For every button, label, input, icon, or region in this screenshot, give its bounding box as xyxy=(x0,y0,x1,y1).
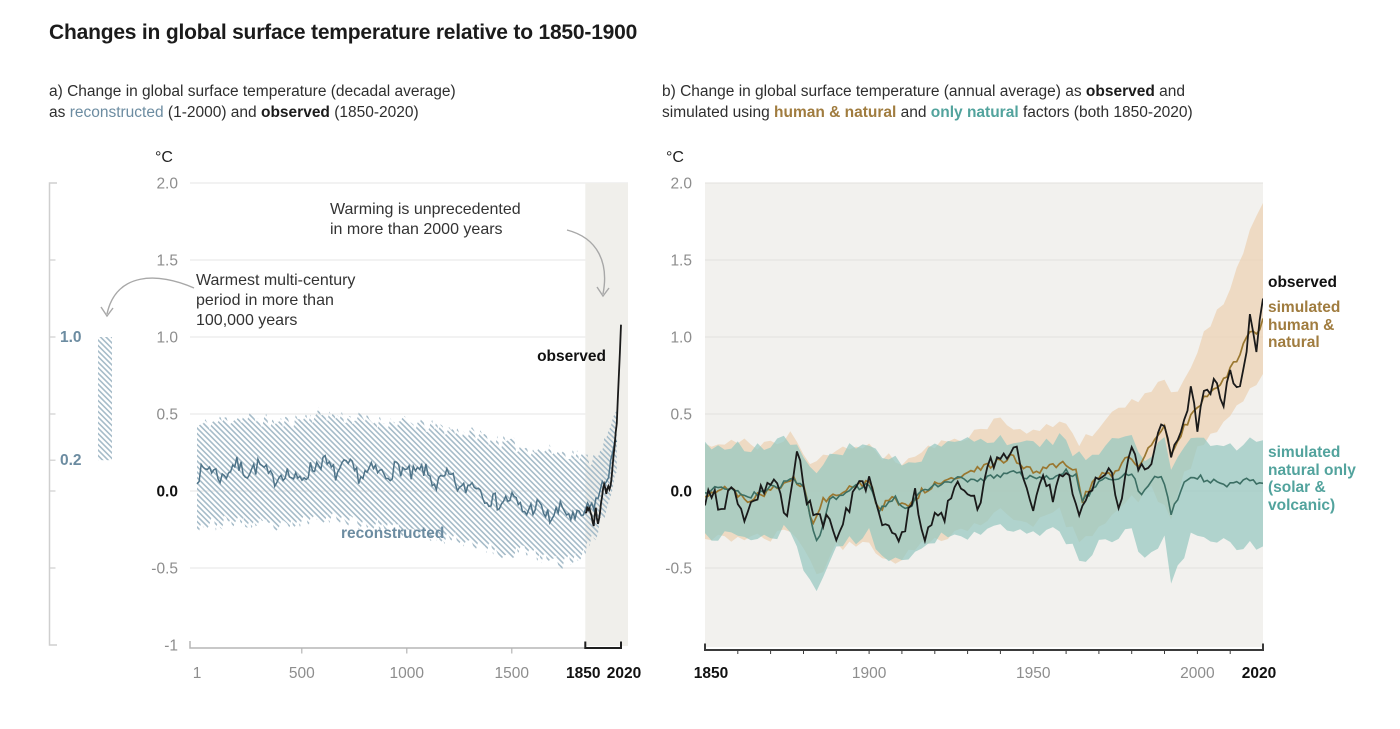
panel-a-y-tick-label: 1.5 xyxy=(156,253,178,270)
subtitle-b-human-natural: human & natural xyxy=(774,104,897,121)
panel-b-legend-natural-only: simulated natural only (solar & volcanic… xyxy=(1268,444,1356,514)
reconstructed-line xyxy=(196,439,618,526)
panel-b-observed-line xyxy=(705,298,1263,545)
subtitle-b-post2: factors (both 1850-2020) xyxy=(1018,104,1193,121)
natural-uncertainty-band xyxy=(705,433,1263,592)
annotation-warming-unprecedented: Warming is unprecedented in more than 20… xyxy=(330,201,521,238)
panel-b-unit-label: °C xyxy=(666,149,684,166)
panel-b-x-tick-label: 1850 xyxy=(694,665,728,682)
reference-scale-bottom-label: 0.2 xyxy=(60,452,82,469)
panel-a-x-tick-label: 1500 xyxy=(495,665,530,682)
panel-b-legend-human-natural: simulated human & natural xyxy=(1268,299,1341,351)
panel-a-recent-period-shade xyxy=(585,183,628,646)
panel-b-y-tick-label: 0.5 xyxy=(670,407,692,424)
subtitle-a-mid: (1-2000) and xyxy=(163,104,261,121)
warmest-period-arrowhead xyxy=(100,306,114,318)
panel-b-y-tick-label: 1.0 xyxy=(670,330,692,347)
subtitle-b-mid: and xyxy=(896,104,931,121)
subtitle-a-pre: as xyxy=(49,104,70,121)
panel-a-unit-label: °C xyxy=(155,149,173,166)
subtitle-b-observed: observed xyxy=(1085,83,1155,100)
warmest-period-arrow xyxy=(106,277,195,315)
annotation-warmest-period: Warmest multi-century period in more tha… xyxy=(196,272,356,329)
panel-b-y-tick-label: 2.0 xyxy=(670,176,692,193)
panel-a-subtitle-text: a) Change in global surface temperature … xyxy=(49,83,456,100)
panel-a-subtitle: a) Change in global surface temperature … xyxy=(49,81,456,123)
panel-a-subtitle-line1: a) Change in global surface temperature … xyxy=(49,81,456,102)
panel-b-y-tick-label: 0.0 xyxy=(670,484,692,501)
reconstructed-uncertainty-band xyxy=(197,407,617,570)
subtitle-b-pre2: simulated using xyxy=(662,104,775,121)
panel-b-subtitle-line1: b) Change in global surface temperature … xyxy=(662,81,1193,102)
subtitle-a-reconstructed: reconstructed xyxy=(69,104,164,121)
warmest-period-bar xyxy=(98,337,112,461)
panel-b-subtitle: b) Change in global surface temperature … xyxy=(662,81,1193,123)
panel-b-y-tick-label: -0.5 xyxy=(665,561,692,578)
panel-a-y-tick-label: 0.0 xyxy=(156,484,178,501)
panel-a-observed-bracket xyxy=(584,641,622,649)
panel-b-legend-observed: observed xyxy=(1268,274,1337,291)
figure-title: Changes in global surface temperature re… xyxy=(49,21,638,44)
panel-b-x-tick-label: 2000 xyxy=(1180,665,1215,682)
panel-a-reconstructed-label: reconstructed xyxy=(341,525,445,542)
warming-arrowhead xyxy=(596,286,610,298)
panel-b-y-tick-label: 1.5 xyxy=(670,253,692,270)
panel-a-x-tick-label: 1850 xyxy=(566,665,600,682)
subtitle-b-pre: b) Change in global surface temperature … xyxy=(662,83,1086,100)
reference-scale-top-label: 1.0 xyxy=(60,329,82,346)
panel-b-subtitle-line2: simulated using human & natural and only… xyxy=(662,102,1193,123)
panel-b-x-axis xyxy=(704,643,1264,651)
panel-a-observed-line xyxy=(584,324,622,527)
panel-a-y-tick-label: 1.0 xyxy=(156,330,178,347)
subtitle-b-post1: and xyxy=(1154,83,1186,100)
panel-a-x-tick-label: 2020 xyxy=(607,665,641,682)
panel-a-x-tick-label: 1 xyxy=(193,665,202,682)
panel-a-subtitle-line2: as reconstructed (1-2000) and observed (… xyxy=(49,102,456,123)
panel-a-x-tick-label: 1000 xyxy=(390,665,425,682)
panel-a-observed-label: observed xyxy=(537,348,606,365)
panel-b-x-tick-label: 2020 xyxy=(1242,665,1276,682)
panel-a-x-tick-label: 500 xyxy=(289,665,315,682)
panel-b-x-tick-label: 1950 xyxy=(1016,665,1051,682)
subtitle-a-observed: observed xyxy=(260,104,330,121)
panel-a-y-tick-label: 0.5 xyxy=(156,407,178,424)
panel-b-plot-group xyxy=(705,203,1263,592)
panel-a-y-tick-label: -1 xyxy=(164,638,178,655)
warming-arrow xyxy=(566,229,606,295)
panel-a-y-tick-label: 2.0 xyxy=(156,176,178,193)
subtitle-b-only-natural: only natural xyxy=(930,104,1019,121)
panel-b-x-tick-label: 1900 xyxy=(852,665,887,682)
panel-a-y-tick-label: -0.5 xyxy=(151,561,178,578)
subtitle-a-post: (1850-2020) xyxy=(329,104,419,121)
panel-a-x-axis xyxy=(189,641,621,649)
